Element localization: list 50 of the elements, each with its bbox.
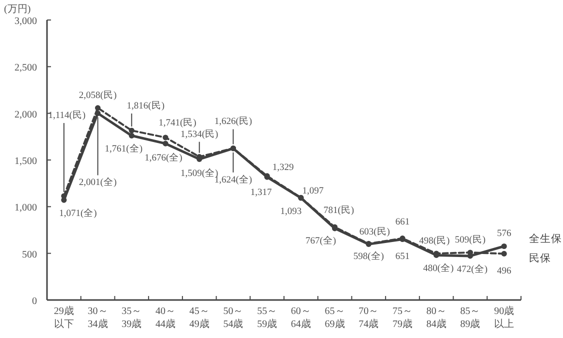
x-tick-label: 35～39歳 bbox=[121, 305, 142, 331]
data-label: 1,534(民) bbox=[180, 128, 218, 140]
data-label: 603(民) bbox=[359, 226, 390, 238]
x-tick-label: 85～89歳 bbox=[460, 305, 481, 331]
y-axis-title: (万円) bbox=[4, 4, 31, 15]
y-tick-label: 0 bbox=[32, 296, 37, 307]
x-tick-label: 55～59歳 bbox=[256, 305, 278, 331]
x-tick-label: 80～84歳 bbox=[426, 305, 447, 331]
data-label: 576 bbox=[496, 229, 512, 240]
x-tick-label: 60～64歳 bbox=[290, 305, 312, 331]
data-label: 2,001(全) bbox=[78, 176, 117, 188]
data-label: 1,816(民) bbox=[126, 100, 164, 112]
y-tick-label: 2,500 bbox=[14, 62, 37, 74]
data-label: 651 bbox=[395, 252, 410, 262]
y-tick-label: 2,000 bbox=[14, 109, 37, 120]
data-label: 472(全) bbox=[456, 262, 488, 275]
data-label: 1,317 bbox=[250, 188, 272, 198]
y-tick-label: 500 bbox=[22, 249, 37, 260]
x-tick-label: 50～54歳 bbox=[222, 305, 244, 331]
data-label: 498(民) bbox=[419, 236, 450, 247]
data-label: 781(民) bbox=[323, 205, 354, 216]
text: 民保 bbox=[529, 252, 552, 265]
data-label: 1,114(民) bbox=[48, 110, 86, 122]
data-label: 509(民) bbox=[454, 234, 486, 246]
y-tick-label: 3,000 bbox=[14, 16, 37, 27]
data-label: 1,676(全) bbox=[144, 152, 182, 164]
data-label: 1,071(全) bbox=[59, 207, 97, 220]
y-tick-label: 1,500 bbox=[14, 156, 37, 167]
data-label: 2,058(民) bbox=[78, 90, 117, 101]
x-tick-label: 30～34歳 bbox=[87, 305, 108, 331]
data-label: 598(全) bbox=[353, 250, 384, 262]
x-tick-label: 40～44歳 bbox=[155, 305, 176, 331]
text: 全生保 bbox=[529, 232, 562, 246]
x-tick-label: 90歳以上 bbox=[494, 305, 515, 331]
data-label: 1,097 bbox=[302, 186, 324, 197]
data-label: 1,093 bbox=[280, 206, 302, 217]
data-label: 1,626(民) bbox=[214, 116, 252, 128]
data-label: 480(全) bbox=[423, 262, 454, 274]
x-tick-label: 65～69歳 bbox=[324, 305, 346, 331]
data-label: 1,761(全) bbox=[104, 142, 142, 155]
x-tick-label: 70～74歳 bbox=[358, 305, 380, 331]
data-label: 767(全) bbox=[305, 234, 336, 246]
data-label: 496 bbox=[496, 266, 512, 277]
x-tick-label: 75～79歳 bbox=[392, 305, 413, 331]
data-label: 661 bbox=[395, 217, 410, 228]
data-label: 1,329 bbox=[272, 162, 294, 173]
x-tick-label: 29歳以下 bbox=[53, 305, 74, 331]
y-tick-label: 1,000 bbox=[14, 202, 37, 214]
x-tick-label: 45～49歳 bbox=[188, 305, 210, 331]
data-label: 1,741(民) bbox=[158, 118, 196, 129]
